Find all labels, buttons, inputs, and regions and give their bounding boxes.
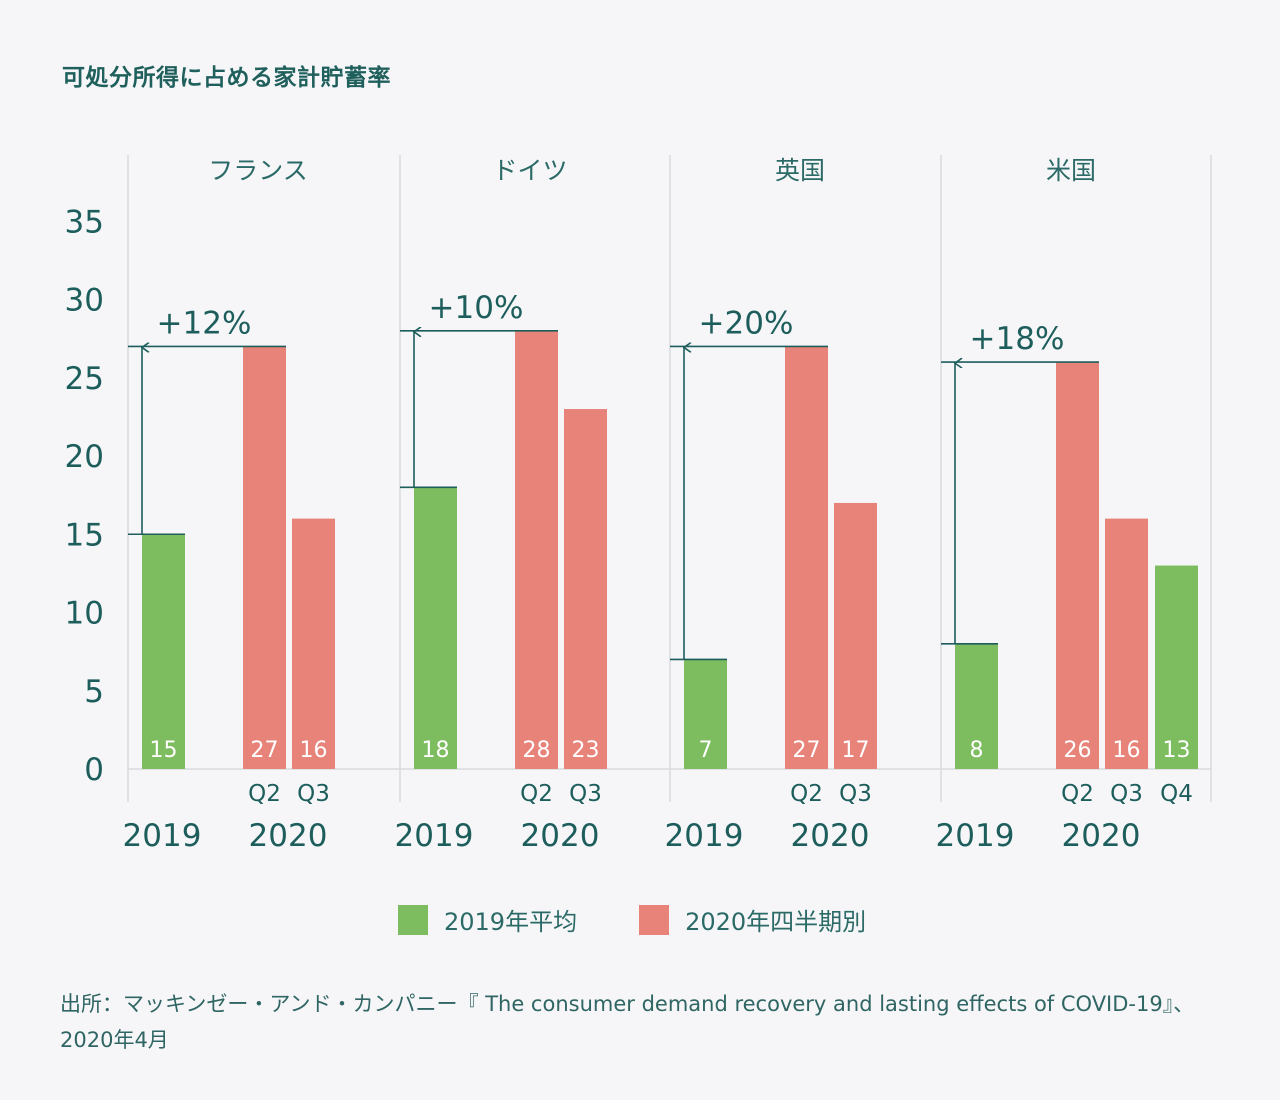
y-tick-label: 0 — [84, 752, 104, 788]
source-line-1: 出所：マッキンゼー・アンド・カンパニー『 The consumer demand… — [60, 992, 1195, 1016]
bar — [292, 518, 335, 769]
bar-value-label: 16 — [300, 738, 328, 763]
savings-rate-chart: 0 5 10 15 20 25 30 35 フランス 15 27 Q2 16 Q3 2019 2020 +12%… — [65, 155, 1212, 854]
legend-item-2019: 2019年平均 — [398, 902, 577, 937]
quarter-label: Q3 — [297, 781, 330, 807]
quarter-label: Q2 — [790, 781, 823, 807]
bar — [955, 643, 998, 769]
legend-swatch-2020 — [639, 904, 670, 935]
bar-value-label: 28 — [523, 738, 551, 763]
bar-value-label: 27 — [793, 738, 821, 763]
bar — [834, 502, 877, 769]
quarter-label: Q3 — [1110, 781, 1143, 807]
bar-value-label: 27 — [251, 738, 279, 763]
panel-title: 英国 — [775, 156, 825, 185]
y-tick-label: 10 — [65, 596, 104, 632]
panel-title: ドイツ — [492, 156, 567, 185]
bar — [1105, 518, 1148, 769]
bar — [414, 487, 457, 769]
y-tick-label: 25 — [65, 361, 104, 397]
bar-value-label: 15 — [150, 738, 178, 763]
year-label: 2020 — [521, 818, 600, 854]
year-label: 2020 — [791, 818, 870, 854]
source-line-2: 2020年4月 — [60, 1028, 169, 1052]
bar — [515, 330, 558, 769]
legend-label-2020: 2020年四半期別 — [685, 908, 867, 936]
bar — [564, 409, 607, 769]
bar-value-label: 26 — [1064, 738, 1092, 763]
y-tick-label: 5 — [84, 674, 104, 710]
panel-title: フランス — [208, 156, 308, 185]
bar — [1155, 565, 1198, 769]
year-label: 2019 — [936, 818, 1015, 854]
change-label: +20% — [699, 305, 794, 341]
bar — [142, 534, 185, 769]
quarter-label: Q2 — [520, 781, 553, 807]
y-tick-label: 15 — [65, 517, 104, 553]
quarter-label: Q3 — [839, 781, 872, 807]
chart-title: 可処分所得に占める家計貯蓄率 — [62, 65, 391, 91]
bar-value-label: 23 — [572, 738, 600, 763]
y-tick-label: 20 — [65, 439, 104, 475]
quarter-label: Q2 — [1061, 781, 1094, 807]
legend: 2019年平均 2020年四半期別 — [398, 902, 866, 937]
year-label: 2020 — [1062, 818, 1141, 854]
bar-value-label: 16 — [1113, 738, 1141, 763]
year-label: 2019 — [395, 818, 474, 854]
bar — [243, 346, 286, 769]
bar-value-label: 17 — [842, 738, 870, 763]
quarter-label: Q2 — [248, 781, 281, 807]
y-tick-label: 35 — [65, 204, 104, 240]
quarter-label: Q3 — [569, 781, 602, 807]
change-label: +10% — [429, 290, 524, 326]
change-label: +18% — [970, 321, 1065, 357]
source-note: 出所：マッキンゼー・アンド・カンパニー『 The consumer demand… — [60, 986, 1230, 1058]
bar — [1056, 362, 1099, 769]
bar-value-label: 8 — [970, 738, 984, 763]
year-label: 2020 — [249, 818, 328, 854]
bar-value-label: 13 — [1163, 738, 1191, 763]
bar-value-label: 7 — [699, 738, 713, 763]
change-label: +12% — [157, 305, 252, 341]
quarter-label: Q4 — [1160, 781, 1193, 807]
bar — [785, 346, 828, 769]
legend-swatch-2019 — [398, 904, 428, 935]
bar-value-label: 18 — [422, 738, 450, 763]
legend-item-2020: 2020年四半期別 — [639, 902, 866, 937]
legend-label-2019: 2019年平均 — [444, 908, 578, 936]
bar — [684, 659, 727, 769]
year-label: 2019 — [665, 818, 744, 854]
y-tick-label: 30 — [65, 283, 104, 319]
panel-title: 米国 — [1046, 156, 1096, 185]
year-label: 2019 — [123, 818, 202, 854]
